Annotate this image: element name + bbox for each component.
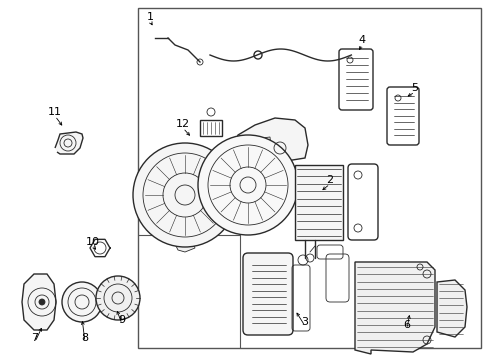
FancyBboxPatch shape (243, 253, 292, 335)
Circle shape (96, 276, 140, 320)
Bar (294, 165, 342, 240)
Polygon shape (22, 274, 56, 330)
Circle shape (39, 299, 45, 305)
Bar (200, 120, 222, 136)
Polygon shape (354, 262, 434, 354)
Circle shape (133, 143, 237, 247)
Text: 8: 8 (81, 333, 88, 343)
Circle shape (62, 282, 102, 322)
Circle shape (198, 135, 297, 235)
Polygon shape (436, 280, 466, 337)
Text: 9: 9 (118, 315, 125, 325)
Text: 3: 3 (301, 317, 308, 327)
Polygon shape (142, 158, 247, 238)
Polygon shape (235, 118, 307, 162)
Bar (138, 8, 480, 348)
Text: 1: 1 (146, 12, 153, 22)
Text: 10: 10 (86, 237, 100, 247)
Text: 6: 6 (403, 320, 409, 330)
Text: 7: 7 (31, 333, 39, 343)
Polygon shape (55, 132, 83, 154)
Text: 11: 11 (48, 107, 62, 117)
Polygon shape (175, 236, 195, 252)
Text: 4: 4 (358, 35, 365, 45)
Text: 12: 12 (176, 119, 190, 129)
Text: 2: 2 (326, 175, 333, 185)
Text: 5: 5 (411, 83, 418, 93)
